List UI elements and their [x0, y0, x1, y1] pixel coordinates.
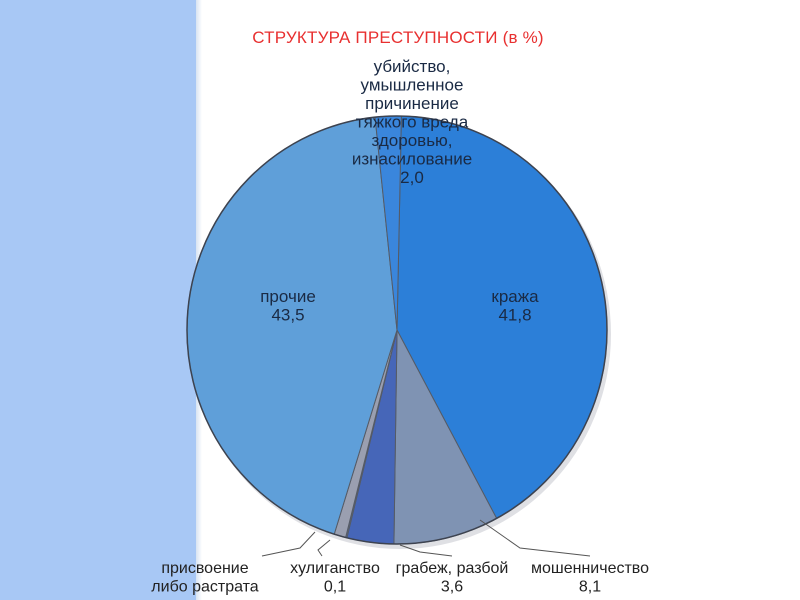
slice-label-line: 43,5 — [271, 306, 304, 325]
left-decorative-band — [0, 0, 196, 600]
slice-label-1: кража 41,8 — [491, 287, 539, 325]
slice-label-3: грабеж, разбой 3,6 — [396, 560, 509, 596]
slice-label-6: прочие 43,5 — [260, 287, 316, 325]
slice-label-line: хулиганство — [290, 560, 380, 577]
slice-label-7: убийство, умышленное причинение тяжкого вре… — [352, 57, 472, 187]
slice-label-line: либо растрата — [151, 579, 259, 596]
pie-rim — [186, 115, 608, 545]
slice-label-line: убийство, — [374, 57, 451, 76]
slice-label-line: 8,1 — [579, 579, 601, 596]
slice-label-line: изнасилование — [352, 150, 472, 169]
slice-label-line: 0,1 — [324, 579, 346, 596]
leader-line-2 — [479, 519, 591, 557]
chart-title: СТРУКТУРА ПРЕСТУПНОСТИ (в %) — [0, 28, 800, 48]
leader-line-3 — [399, 544, 453, 557]
leader-line-5 — [261, 531, 316, 557]
leader-line-4 — [317, 539, 331, 557]
slice-label-line: 2,0 — [400, 168, 424, 187]
chart-title-text: СТРУКТУРА ПРЕСТУПНОСТИ (в %) — [252, 28, 544, 47]
slice-label-line: умышленное — [361, 76, 464, 95]
slice-label-line: прочие — [260, 287, 316, 306]
slice-label-line: 3,6 — [441, 579, 463, 596]
slice-label-line: 41,8 — [498, 306, 531, 325]
slice-label-line: мошенничество — [531, 560, 649, 577]
slice-label-line: причинение — [365, 94, 459, 113]
slice-label-4: хулиганство 0,1 — [290, 560, 380, 596]
slice-label-line: тяжкого вреда — [356, 113, 469, 132]
slice-label-line: грабеж, разбой — [396, 560, 509, 577]
slice-label-5: присвоение либо растрата — [151, 560, 259, 596]
slice-label-line: присвоение — [161, 560, 248, 577]
slice-label-line: здоровью, — [371, 131, 452, 150]
slice-label-line: кража — [491, 287, 539, 306]
slice-label-2: мошенничество 8,1 — [531, 560, 649, 596]
